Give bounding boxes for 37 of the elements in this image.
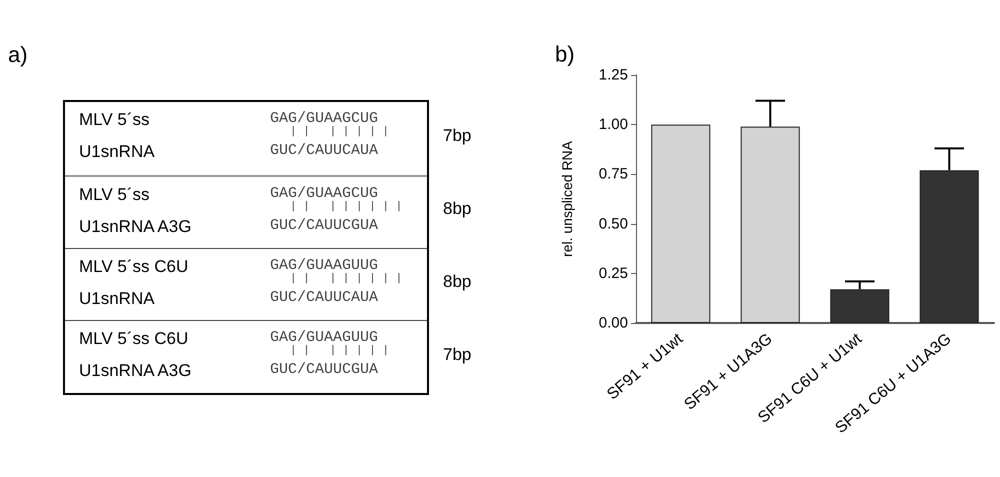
text: GUC/CAUUCGUA <box>270 361 378 378</box>
text: | | | | | | | | <box>290 272 402 284</box>
text: 8bp <box>443 272 472 292</box>
text: GAG/GUAAGCUG <box>270 110 378 127</box>
y-tick-label: 1.25 <box>598 66 628 84</box>
y-tick-label: 0.00 <box>598 314 628 332</box>
text: a) <box>8 42 28 68</box>
text: | | | | | | | <box>290 126 390 138</box>
text: GAG/GUAAGUUG <box>270 256 378 274</box>
text: U1snRNA <box>79 142 155 162</box>
text: MLV 5´ss <box>79 184 150 205</box>
y-tick-label: 1.00 <box>598 116 628 134</box>
text: GAG/GUAAGCUG <box>270 184 378 202</box>
text: U1snRNA A3G <box>79 361 192 382</box>
text: | | | | | | | <box>290 345 390 358</box>
chart-title: b) <box>555 42 575 66</box>
text: MLV 5´ss C6U <box>79 329 188 350</box>
y-axis-title: rel. unspliced RNA <box>559 140 575 257</box>
text: GUC/CAUUCAUA <box>270 288 378 306</box>
y-tick-label: 0.25 <box>598 264 628 282</box>
text: GUC/CAUUCAUA <box>270 142 378 159</box>
text: MLV 5´ss <box>79 110 150 130</box>
text: 7bp <box>443 126 472 146</box>
text: U1snRNA <box>79 288 155 308</box>
text: GAG/GUAAGUUG <box>270 329 378 346</box>
text: GUC/CAUUCGUA <box>270 216 378 234</box>
y-tick-label: 0.50 <box>598 215 628 232</box>
bar <box>740 126 800 323</box>
bar <box>830 289 890 323</box>
text: 8bp <box>443 199 472 220</box>
y-tick-label: 0.75 <box>598 166 628 183</box>
text: | | | | | | | | <box>290 200 402 213</box>
text: MLV 5´ss C6U <box>79 256 188 276</box>
text: U1snRNA A3G <box>79 216 192 237</box>
bar <box>651 124 710 323</box>
bar <box>920 170 979 323</box>
text: 7bp <box>443 344 472 365</box>
